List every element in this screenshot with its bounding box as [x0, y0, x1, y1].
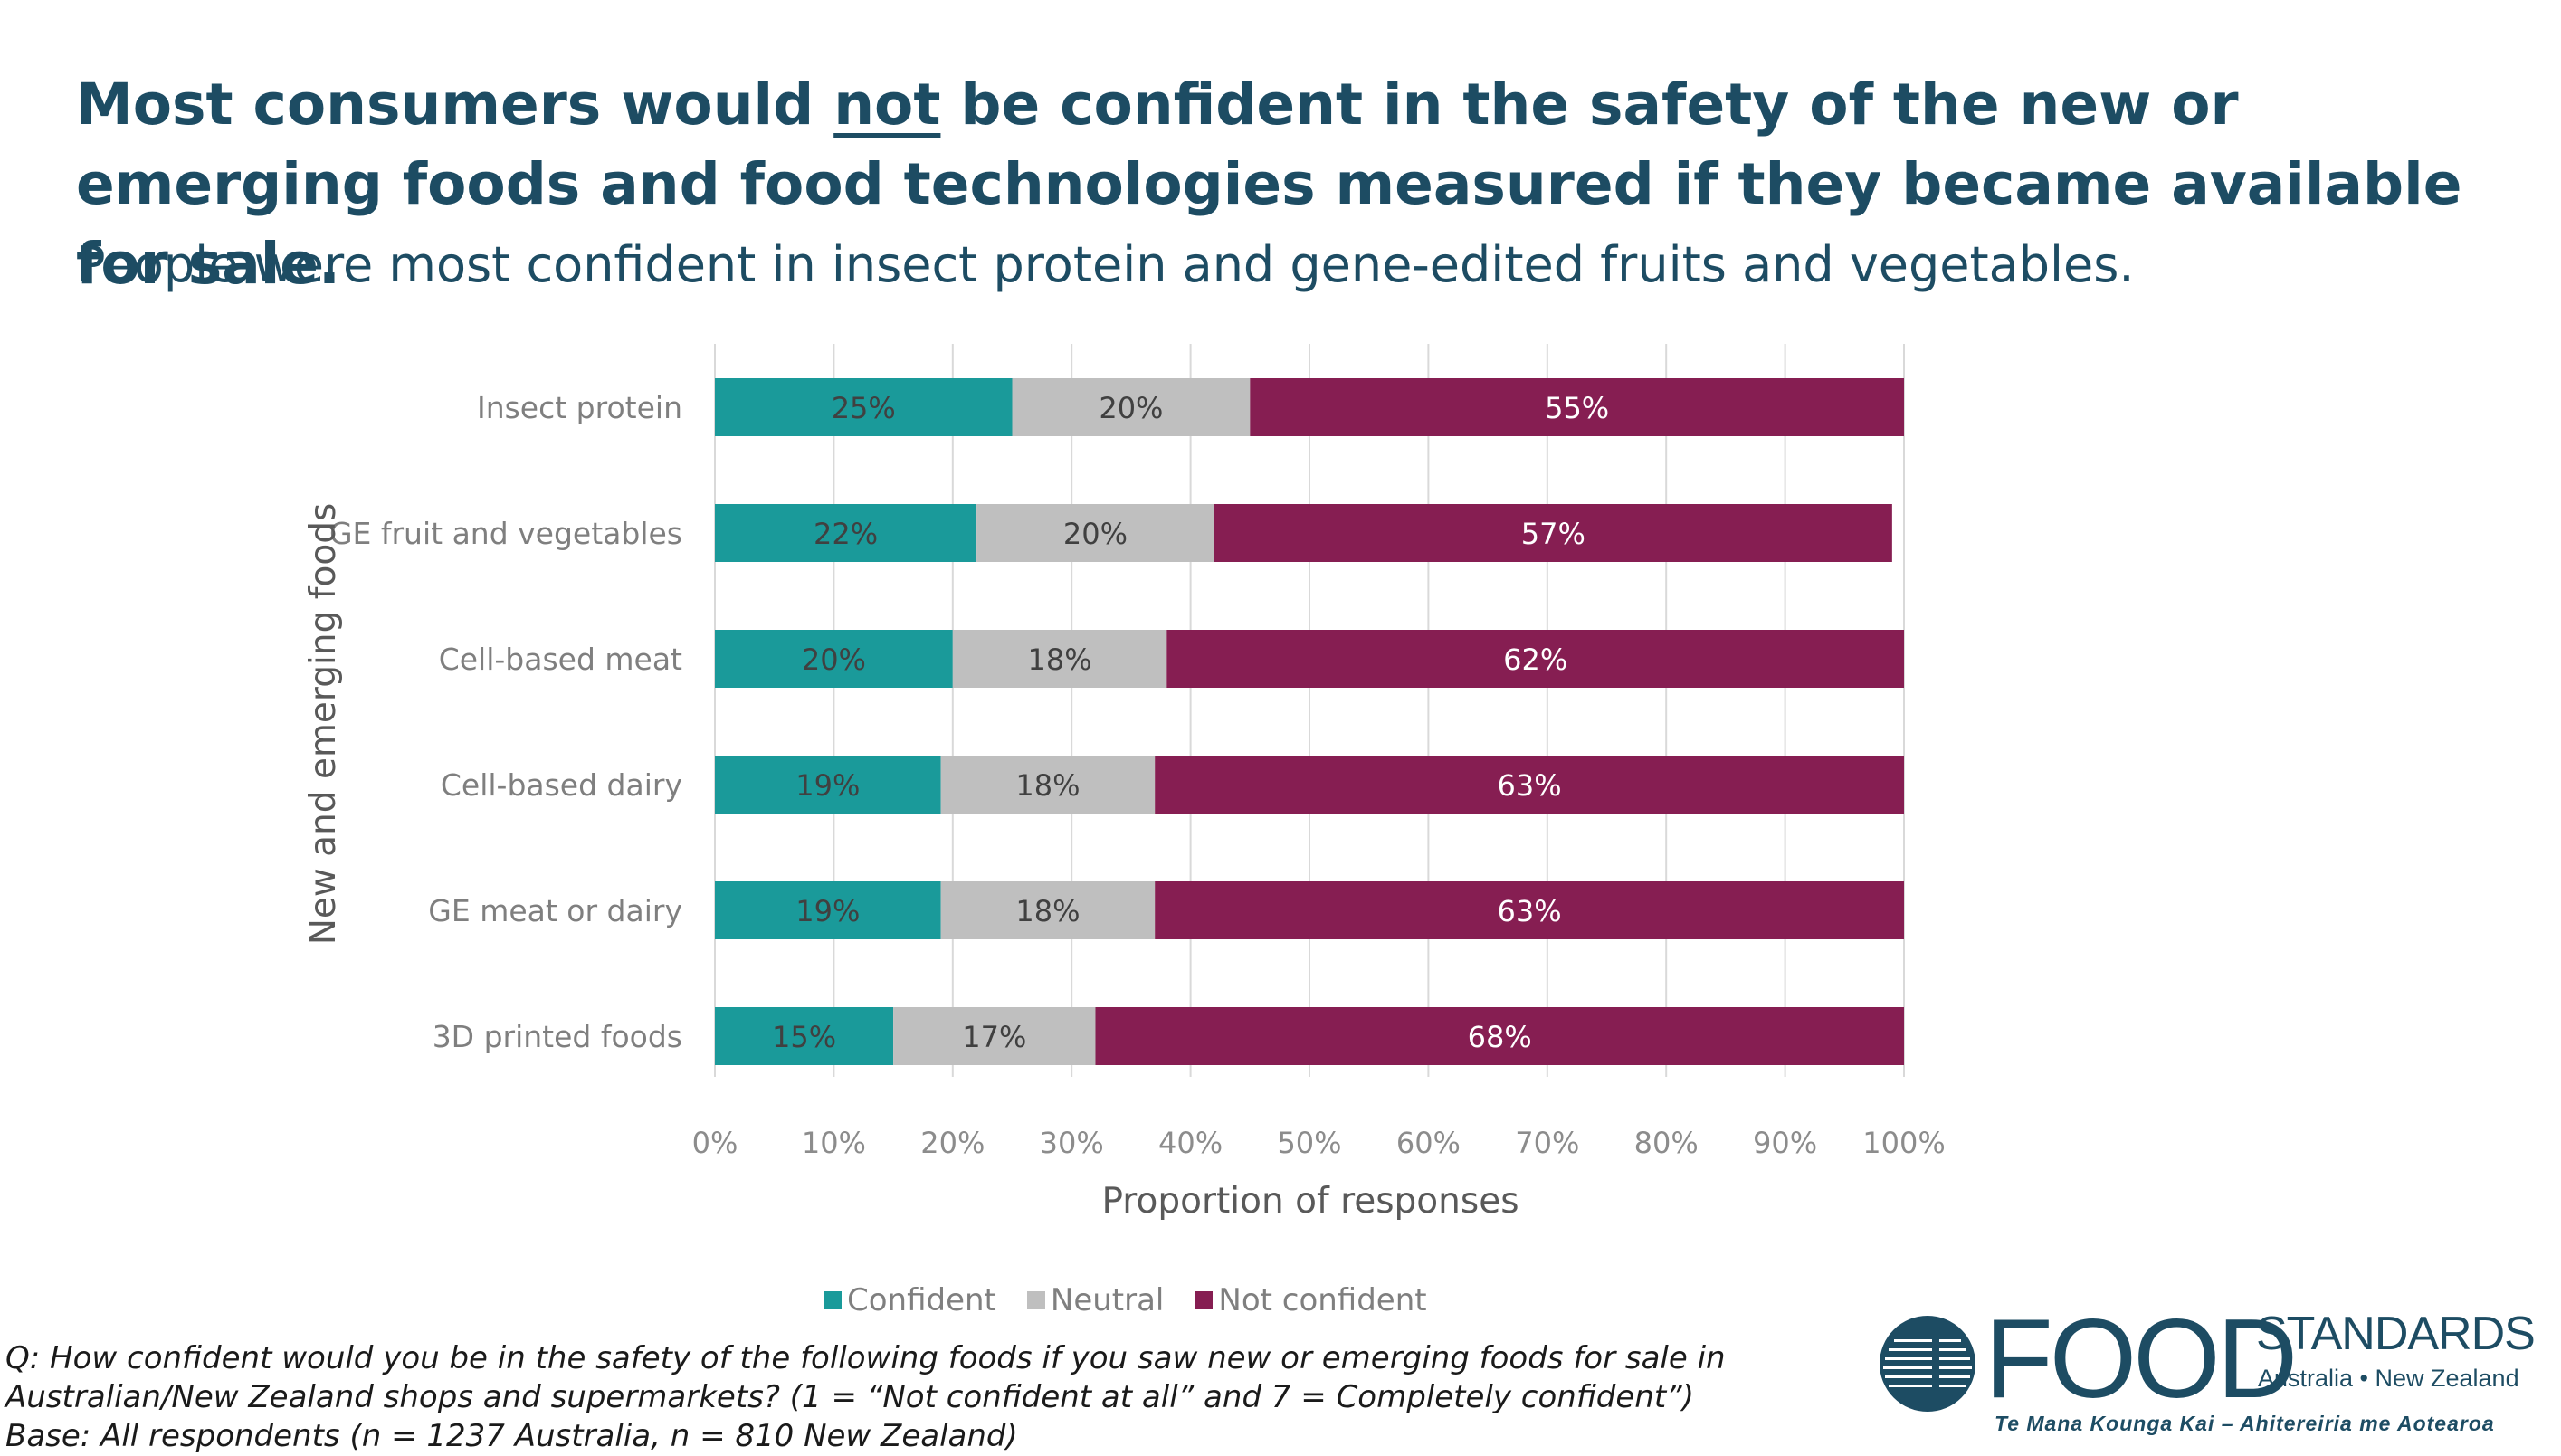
x-tick-label: 40%: [1158, 1126, 1223, 1160]
data-label: 63%: [1498, 768, 1562, 803]
legend-swatch-not-confident: [1195, 1291, 1214, 1309]
legend-label-not-confident: Not confident: [1218, 1282, 1427, 1318]
legend-item-not-confident: Not confident: [1195, 1282, 1427, 1318]
data-label: 55%: [1545, 391, 1609, 425]
bar-segment: [1214, 504, 1892, 562]
gridlines: [714, 344, 1905, 1077]
data-label: 63%: [1498, 894, 1562, 928]
logo-globe-icon: [1880, 1316, 1975, 1412]
bar-segment: [1166, 630, 1904, 688]
bar-segment: [715, 630, 953, 688]
category-label: 3D printed foods: [433, 1019, 682, 1054]
bar-segment: [893, 1007, 1096, 1065]
footnote-question-line-2: Australian/New Zealand shops and superma…: [5, 1379, 1695, 1415]
bar-segment: [1155, 881, 1904, 939]
data-label: 20%: [1063, 517, 1128, 551]
data-label: 68%: [1468, 1020, 1532, 1054]
x-tick-label: 80%: [1634, 1126, 1699, 1160]
page-title: Most consumers would not be confident in…: [76, 65, 2537, 304]
x-tick-label: 10%: [802, 1126, 866, 1160]
data-labels: 25% 20% 55% 22% 20% 57% 20% 18% 62% 19% 18% 63% 19% 1…: [772, 391, 1609, 1054]
legend-item-neutral: Neutral: [1026, 1282, 1165, 1318]
legend-item-confident: Confident: [824, 1282, 996, 1318]
food-standards-logo: FOOD STANDARDS Australia • New Zealand T…: [1878, 1303, 2552, 1439]
bar-segment: [715, 378, 1013, 436]
bar-segment: [1095, 1007, 1904, 1065]
data-label: 18%: [1015, 768, 1080, 803]
data-label: 18%: [1027, 642, 1091, 677]
bars: [715, 378, 1904, 1065]
x-tick-label: 0%: [692, 1126, 738, 1160]
title-emphasis: not: [833, 71, 941, 138]
logo-word-standards: STANDARDS: [2256, 1308, 2536, 1360]
data-label: 57%: [1521, 517, 1585, 551]
data-label: 17%: [962, 1020, 1026, 1054]
data-label: 22%: [814, 517, 878, 551]
x-axis-title: Proportion of responses: [1101, 1181, 1519, 1222]
category-label: Insect protein: [477, 390, 682, 425]
data-label: 62%: [1503, 642, 1567, 677]
x-tick-label: 20%: [920, 1126, 985, 1160]
data-label: 20%: [802, 642, 866, 677]
footnote-base: Base: All respondents (n = 1237 Australi…: [5, 1418, 1018, 1454]
bar-segment: [715, 881, 941, 939]
data-label: 19%: [795, 768, 860, 803]
title-before: Most consumers would: [76, 71, 834, 138]
bar-segment: [940, 881, 1156, 939]
y-axis-title: New and emerging foods: [303, 503, 344, 946]
x-tick-labels: 0% 10% 20% 30% 40% 50% 60% 70% 80% 90% 100%: [692, 1126, 1946, 1160]
title-after: be confident in the safety of the new or…: [76, 71, 2462, 297]
footnote-question-line-1: Q: How confident would you be in the saf…: [5, 1340, 1726, 1376]
x-tick-label: 30%: [1040, 1126, 1104, 1160]
category-label: Cell-based dairy: [441, 767, 682, 803]
category-label: GE meat or dairy: [428, 893, 682, 928]
legend-label-confident: Confident: [847, 1282, 996, 1318]
logo-word-food: FOOD: [1985, 1297, 2298, 1422]
stacked-bar-chart: 25% 20% 55% 22% 20% 57% 20% 18% 62% 19% 18% 63% 19% 1…: [303, 344, 1946, 1222]
legend-swatch-neutral: [1026, 1291, 1045, 1309]
chart-legend: Confident Neutral Not confident: [824, 1278, 1427, 1323]
category-labels: Insect protein GE fruit and vegetables Cel…: [329, 390, 682, 1054]
data-label: 25%: [832, 391, 896, 425]
category-label: GE fruit and vegetables: [329, 516, 682, 551]
x-tick-label: 100%: [1862, 1126, 1945, 1160]
data-label: 20%: [1099, 391, 1163, 425]
legend-label-neutral: Neutral: [1050, 1282, 1165, 1318]
data-label: 19%: [795, 894, 860, 928]
x-tick-label: 90%: [1753, 1126, 1817, 1160]
category-label: Cell-based meat: [439, 642, 682, 677]
bar-segment: [715, 1007, 894, 1065]
survey-footnote: Q: How confident would you be in the saf…: [5, 1339, 1806, 1456]
data-label: 18%: [1015, 894, 1080, 928]
bar-segment: [715, 504, 977, 562]
bar-segment: [1012, 378, 1251, 436]
logo-tagline: Te Mana Kounga Kai – Ahitereiria me Aote…: [1995, 1412, 2495, 1435]
bar-segment: [952, 630, 1167, 688]
logo-region: Australia • New Zealand: [2258, 1365, 2519, 1392]
bar-segment: [715, 756, 941, 814]
data-label: 15%: [772, 1020, 836, 1054]
bar-segment: [1155, 756, 1904, 814]
page-subtitle: People were most confident in insect pro…: [76, 236, 2135, 293]
x-tick-label: 60%: [1396, 1126, 1461, 1160]
x-tick-label: 70%: [1515, 1126, 1579, 1160]
bar-segment: [940, 756, 1156, 814]
bar-segment: [1250, 378, 1904, 436]
x-tick-label: 50%: [1277, 1126, 1341, 1160]
bar-segment: [976, 504, 1214, 562]
legend-swatch-confident: [824, 1291, 842, 1309]
